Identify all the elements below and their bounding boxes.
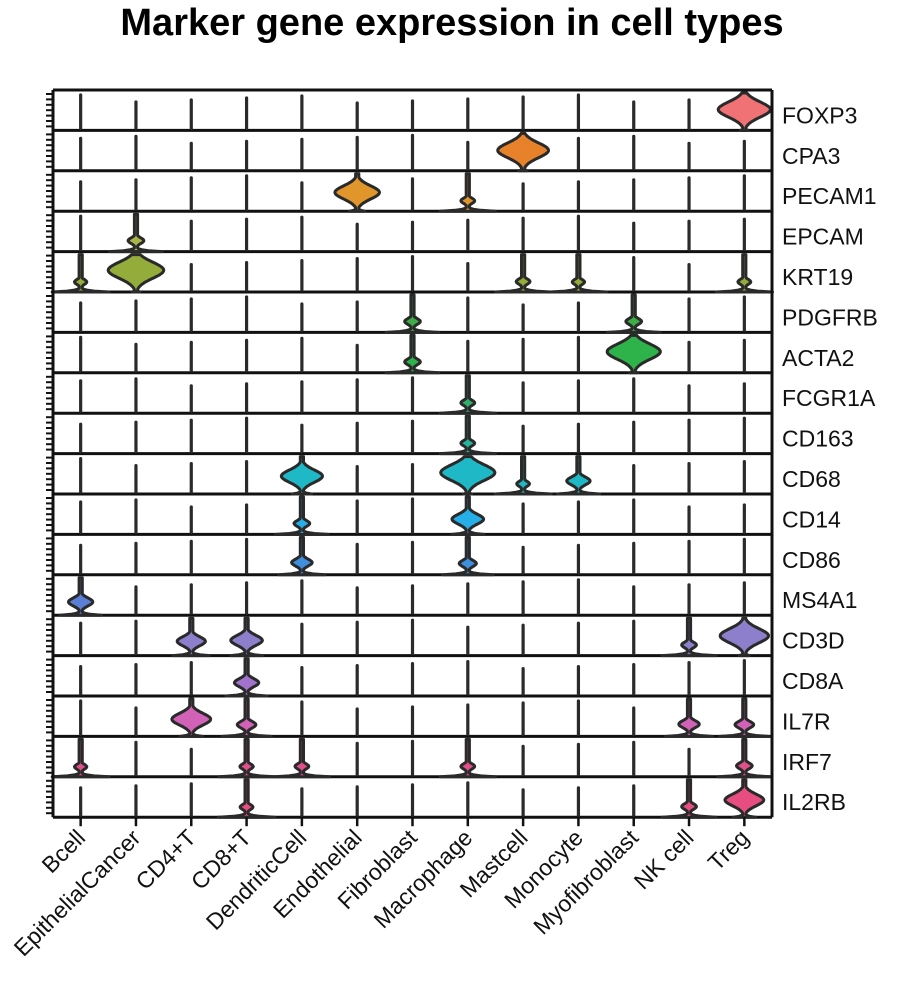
gene-label: EPCAM xyxy=(782,224,864,250)
violin-IL2RB-Treg xyxy=(723,778,766,819)
violin-PDGFRB-Fibroblast xyxy=(384,293,441,334)
violin-PDGFRB-Myofibroblast xyxy=(606,293,662,334)
gene-label: IL7R xyxy=(782,708,831,734)
violin-CD3D-NK cell xyxy=(660,616,718,658)
violin-IL7R-CD4+T xyxy=(170,697,213,738)
violin-CD68-Macrophage xyxy=(439,455,497,496)
gene-label: ACTA2 xyxy=(782,345,854,371)
x-tick-label: CD4+T xyxy=(130,824,200,894)
violin-CD86-DendriticCell xyxy=(277,535,327,577)
violin-KRT19-EpithelialCancer xyxy=(106,253,166,294)
violin-MS4A1-Bcell xyxy=(58,576,103,617)
violin-IRF7-CD8+T xyxy=(217,737,276,779)
gene-label: CD14 xyxy=(782,506,841,532)
violin-KRT19-Monocyte xyxy=(548,253,609,294)
x-tick-label: NK cell xyxy=(629,824,699,894)
violin-KRT19-Mastcell xyxy=(494,253,553,294)
violin-CD3D-CD4+T xyxy=(171,616,211,658)
chart-title: Marker gene expression in cell types xyxy=(120,2,784,44)
gene-label: FCGR1A xyxy=(782,385,876,411)
violin-IL7R-CD8+T xyxy=(220,697,273,738)
gene-label: IRF7 xyxy=(782,749,832,775)
violin-ACTA2-Fibroblast xyxy=(384,333,441,375)
violin-CD68-Monocyte xyxy=(555,455,602,496)
gene-label: KRT19 xyxy=(782,264,853,290)
violin-CD68-DendriticCell xyxy=(279,455,324,496)
violin-IRF7-DendriticCell xyxy=(272,737,331,779)
gene-label: FOXP3 xyxy=(782,102,857,128)
gene-label: CD163 xyxy=(782,426,854,452)
violin-IL7R-NK cell xyxy=(664,697,714,738)
gene-label: CD8A xyxy=(782,668,844,694)
violin-CD3D-CD8+T xyxy=(229,616,264,658)
gene-label: MS4A1 xyxy=(782,587,857,613)
violin-CD68-Mastcell xyxy=(493,455,553,496)
violin-PECAM1-Macrophage xyxy=(438,172,497,213)
gene-label: IL2RB xyxy=(782,789,846,815)
violin-FCGR1A-Macrophage xyxy=(438,374,497,415)
violin-KRT19-Bcell xyxy=(50,253,111,294)
violin-IL2RB-NK cell xyxy=(660,778,718,819)
violin-FOXP3-Treg xyxy=(716,91,772,132)
violin-IL2RB-CD8+T xyxy=(216,778,277,819)
gene-label: CPA3 xyxy=(782,143,840,169)
gene-label: CD86 xyxy=(782,547,841,573)
gene-label: PDGFRB xyxy=(782,304,878,330)
gene-label: CD68 xyxy=(782,466,841,492)
violin-KRT19-Treg xyxy=(714,253,774,294)
violin-CD163-Macrophage xyxy=(438,414,497,456)
violin-IL7R-Treg xyxy=(718,697,771,738)
violin-CD3D-Treg xyxy=(718,616,770,658)
x-tick-label: Treg xyxy=(703,824,754,875)
violin-CPA3-Mastcell xyxy=(496,131,550,173)
violin-CD14-DendriticCell xyxy=(274,495,330,536)
violin-CD86-Macrophage xyxy=(441,535,495,577)
violin-PECAM1-Endothelial xyxy=(333,172,381,213)
violin-CD14-Macrophage xyxy=(450,495,486,536)
gene-label: PECAM1 xyxy=(782,183,877,209)
violin-IRF7-Treg xyxy=(716,737,773,779)
violin-EPCAM-EpithelialCancer xyxy=(108,212,164,254)
gene-label: CD3D xyxy=(782,628,845,654)
violin-IRF7-Bcell xyxy=(50,737,111,779)
violin-CD8A-CD8+T xyxy=(224,657,269,698)
violin-IRF7-Macrophage xyxy=(438,737,497,779)
violin-ACTA2-Myofibroblast xyxy=(605,333,662,375)
